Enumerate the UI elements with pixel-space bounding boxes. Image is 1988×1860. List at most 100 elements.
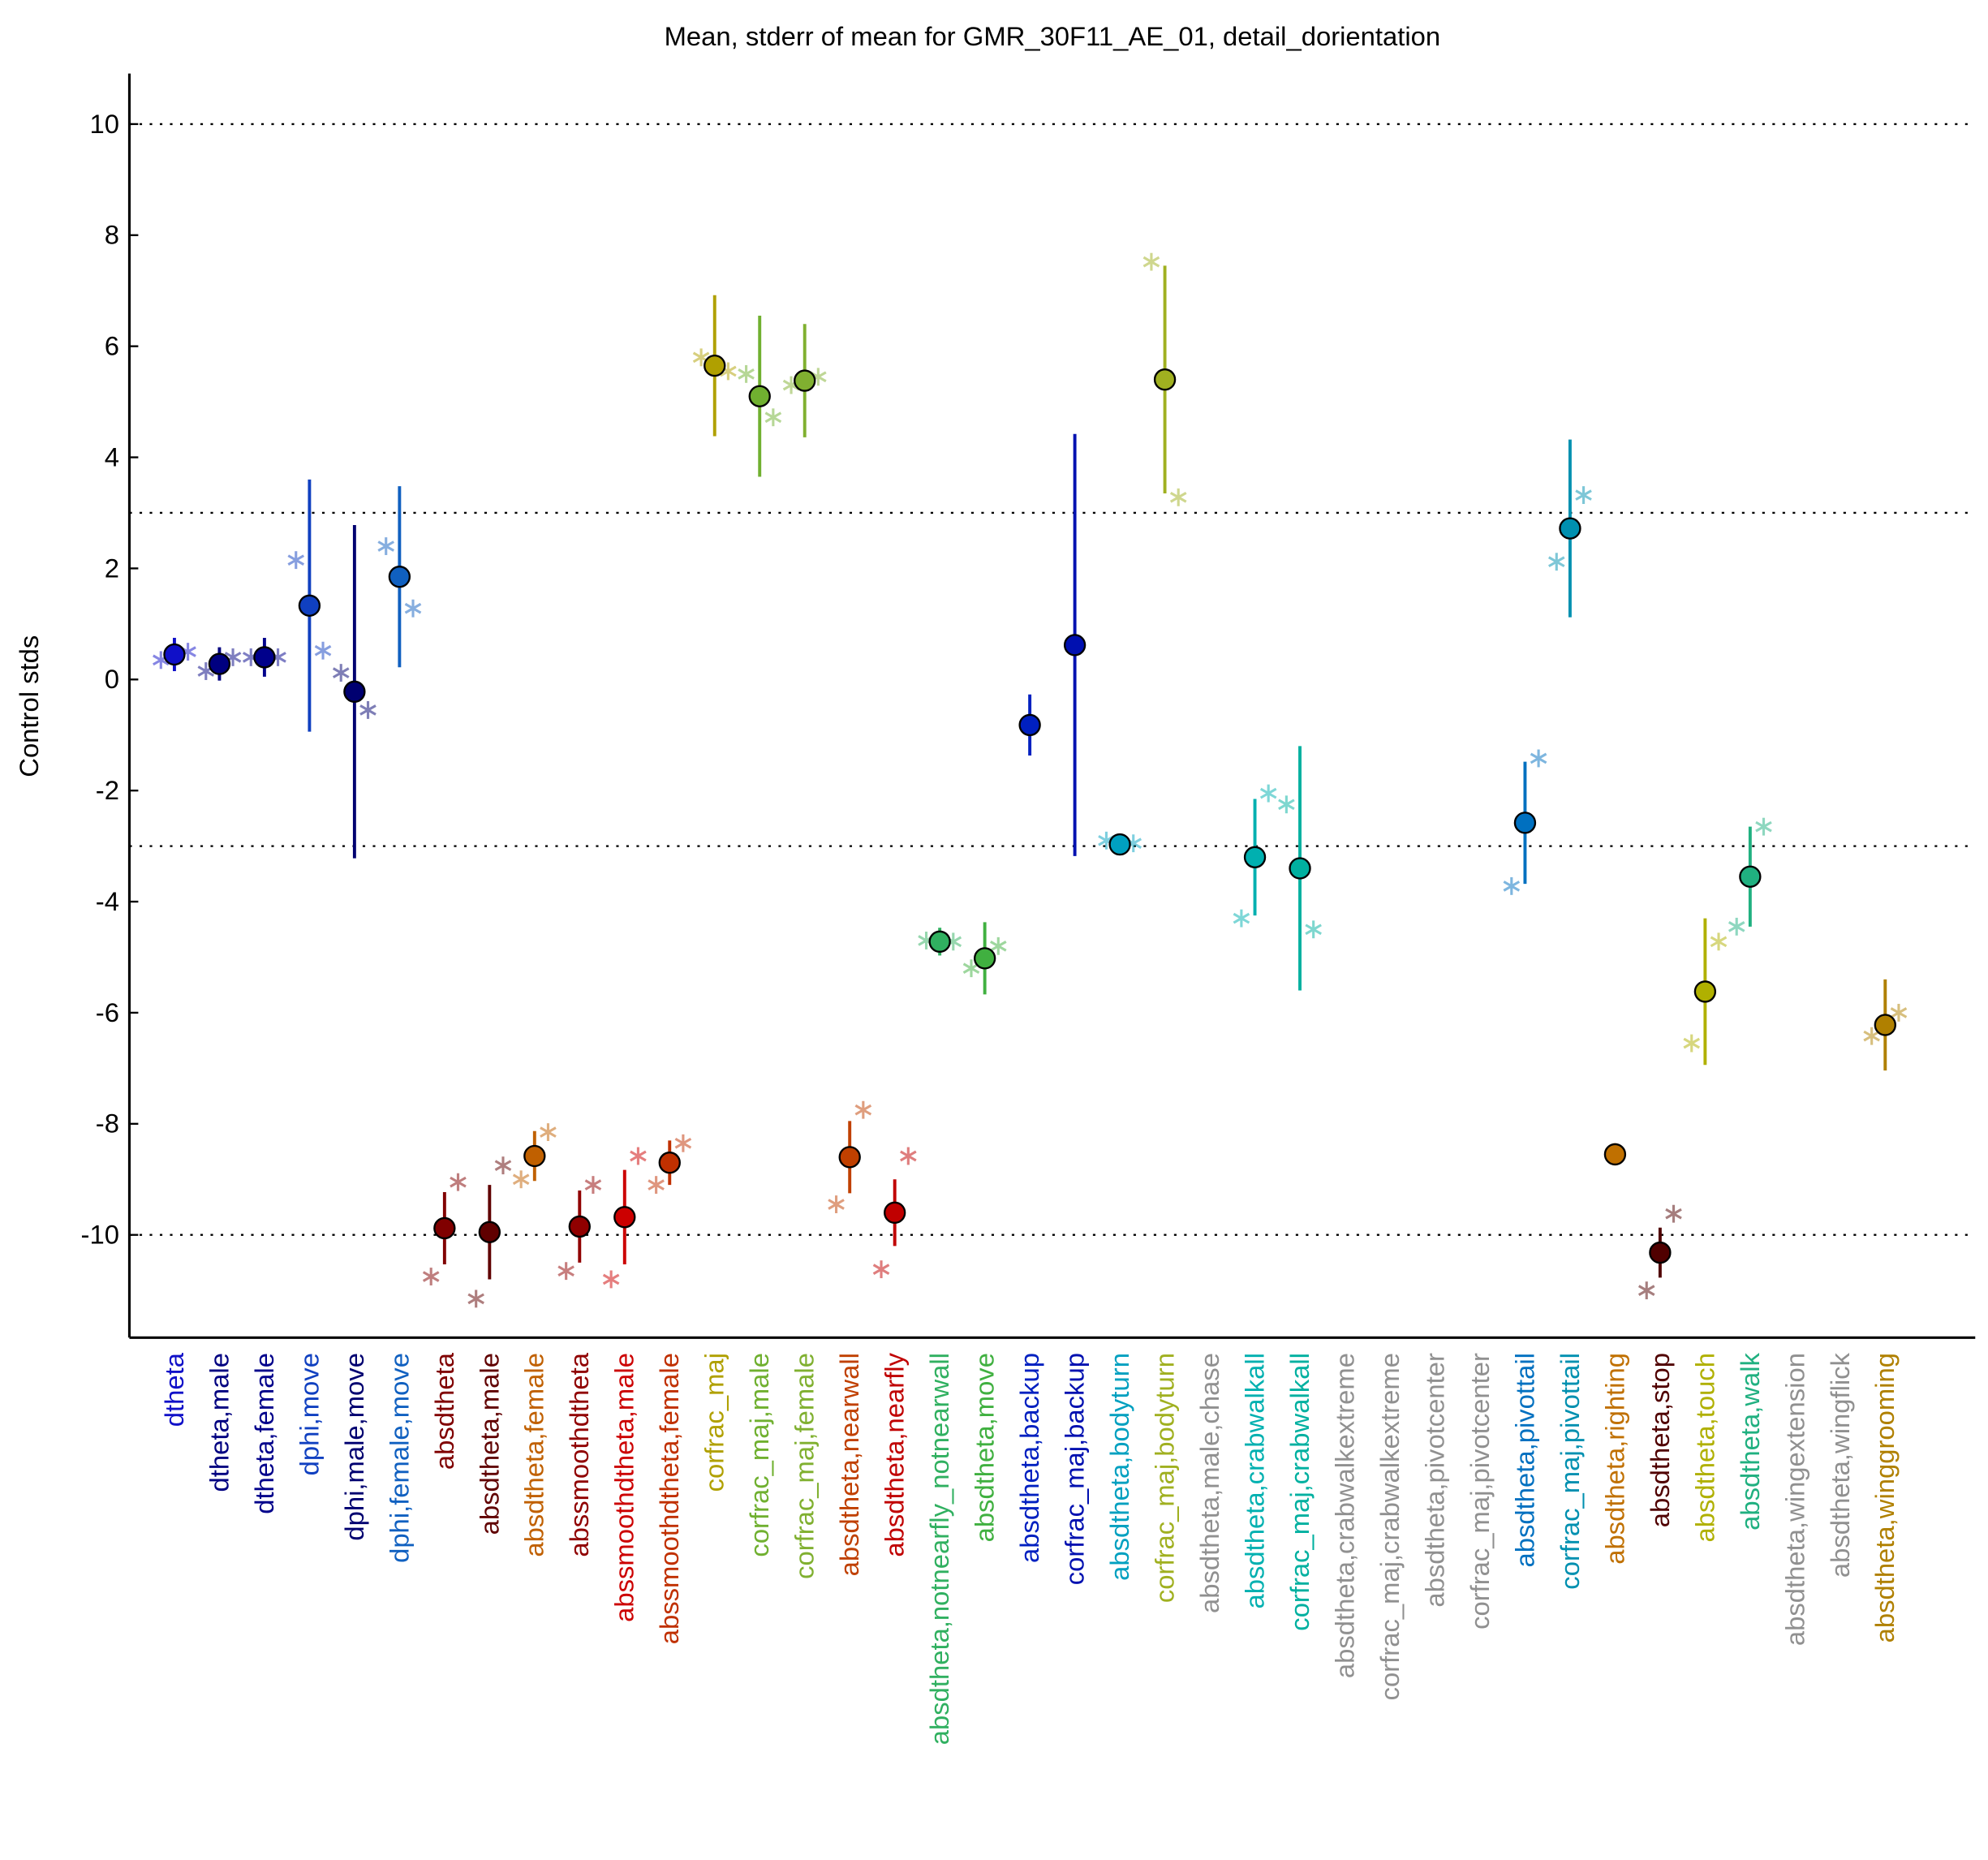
x-tick-label: corfrac_maj <box>699 1353 729 1492</box>
sub-point <box>1665 1204 1682 1223</box>
sub-point <box>540 1123 557 1142</box>
x-tick-label: absdtheta,winggrooming <box>1870 1353 1900 1643</box>
y-tick-label: -4 <box>96 886 119 916</box>
mean-point <box>1108 833 1131 856</box>
sub-point <box>1755 817 1772 836</box>
x-tick-label: absdtheta,crabwalkall <box>1239 1353 1269 1608</box>
y-axis-label: Control stds <box>14 635 44 777</box>
sub-point <box>494 1156 512 1175</box>
sub-point <box>1863 1027 1880 1045</box>
sub-point <box>557 1262 574 1281</box>
mean-point <box>568 1215 591 1238</box>
x-tick-label: corfrac_maj,backup <box>1060 1353 1090 1585</box>
x-tick-label: dphi,move <box>294 1353 324 1475</box>
mean-point <box>1018 713 1041 737</box>
sub-point <box>1890 1003 1908 1022</box>
sub-point <box>854 1100 872 1119</box>
x-tick-label: absdtheta,pivottail <box>1509 1353 1539 1567</box>
mean-point <box>1063 634 1087 657</box>
mean-point <box>928 930 951 953</box>
x-tick-label: absdtheta,female <box>519 1353 549 1557</box>
sub-point <box>1259 784 1277 803</box>
mean-point <box>523 1144 546 1168</box>
mean-point <box>613 1206 636 1229</box>
mean-point <box>1739 865 1762 888</box>
mean-point <box>433 1216 456 1240</box>
mean-point <box>794 369 816 392</box>
sub-point <box>404 599 422 618</box>
sub-point <box>1728 917 1745 936</box>
mean-point <box>163 643 186 666</box>
sub-point <box>674 1134 692 1152</box>
y-tick-label: 6 <box>105 331 119 361</box>
sub-point <box>287 551 305 570</box>
sub-point <box>332 664 350 682</box>
x-tick-label: absdtheta,male <box>474 1353 504 1535</box>
sub-point <box>1710 932 1728 951</box>
mean-point <box>388 566 411 588</box>
sub-point <box>422 1268 440 1285</box>
mean-point <box>1649 1241 1672 1264</box>
x-tick-label: absdtheta <box>429 1352 459 1470</box>
sub-point <box>900 1147 917 1165</box>
sub-point <box>450 1173 467 1191</box>
y-tick-label: 8 <box>105 220 119 250</box>
x-tick-label: absdtheta,nearwall <box>834 1353 864 1576</box>
sub-point <box>630 1147 647 1165</box>
x-tick-label: corfrac_maj,pivotcenter <box>1465 1353 1495 1630</box>
x-tick-label: absdtheta,stop <box>1645 1353 1675 1527</box>
sub-point <box>584 1176 602 1195</box>
x-tick-label: dtheta,male <box>204 1353 234 1492</box>
mean-point <box>298 594 321 617</box>
y-tick-label: -6 <box>96 997 119 1027</box>
x-tick-label: dtheta,female <box>249 1353 279 1514</box>
mean-point <box>1513 812 1537 834</box>
sub-point <box>648 1176 665 1195</box>
x-tick-label: absdtheta,walk <box>1735 1352 1765 1530</box>
x-tick-label: absdtheta,move <box>970 1353 1000 1542</box>
mean-point <box>658 1152 681 1174</box>
x-tick-label: dphi,female,move <box>384 1353 414 1563</box>
x-tick-label: absdtheta,touch <box>1689 1353 1719 1542</box>
mean-point <box>1693 980 1717 1003</box>
x-tick-label: corfrac_maj,crabwalkall <box>1284 1353 1315 1631</box>
y-tick-label: 0 <box>105 664 119 694</box>
x-tick-label: absdtheta,notnearfly_notnearwall <box>924 1353 954 1745</box>
x-tick-label: corfrac_maj,male <box>744 1353 774 1557</box>
mean-point <box>973 947 996 970</box>
x-tick-label: corfrac_maj,bodyturn <box>1150 1353 1180 1603</box>
sub-point <box>828 1195 845 1213</box>
sub-point <box>1575 486 1592 505</box>
x-tick-label: abssmoothdtheta <box>564 1352 594 1556</box>
x-tick-label: dphi,male,move <box>339 1353 369 1541</box>
x-tick-label: absdtheta,wingflick <box>1825 1352 1855 1578</box>
mean-point <box>838 1146 861 1169</box>
sub-point <box>764 408 782 427</box>
sub-point <box>602 1270 620 1289</box>
y-tick-label: 2 <box>105 553 119 583</box>
sub-point <box>359 700 377 719</box>
x-tick-label: abssmoothdtheta,male <box>609 1353 639 1622</box>
sub-point <box>1169 488 1187 506</box>
mean-point <box>478 1221 501 1243</box>
mean-point <box>253 646 276 669</box>
mean-point <box>1243 846 1267 868</box>
x-tick-label: abssmoothdtheta,female <box>654 1353 684 1644</box>
x-tick-label: dtheta <box>159 1352 189 1427</box>
mean-point <box>1153 368 1177 391</box>
sub-point <box>512 1170 530 1189</box>
sub-point <box>1683 1034 1701 1053</box>
y-tick-label: 4 <box>105 441 119 471</box>
sub-point <box>1142 252 1160 271</box>
sub-point <box>1278 795 1295 814</box>
x-tick-label: corfrac_maj,pivottail <box>1555 1353 1585 1590</box>
mean-point <box>704 354 726 377</box>
x-tick-label: absdtheta,pivotcenter <box>1419 1353 1449 1608</box>
sub-point <box>1637 1281 1655 1300</box>
x-tick-label: corfrac_maj,female <box>790 1353 820 1579</box>
y-tick-label: -8 <box>96 1109 119 1139</box>
mean-point <box>1289 857 1311 880</box>
sub-point <box>377 537 395 555</box>
x-tick-label: absdtheta,backup <box>1014 1353 1044 1563</box>
